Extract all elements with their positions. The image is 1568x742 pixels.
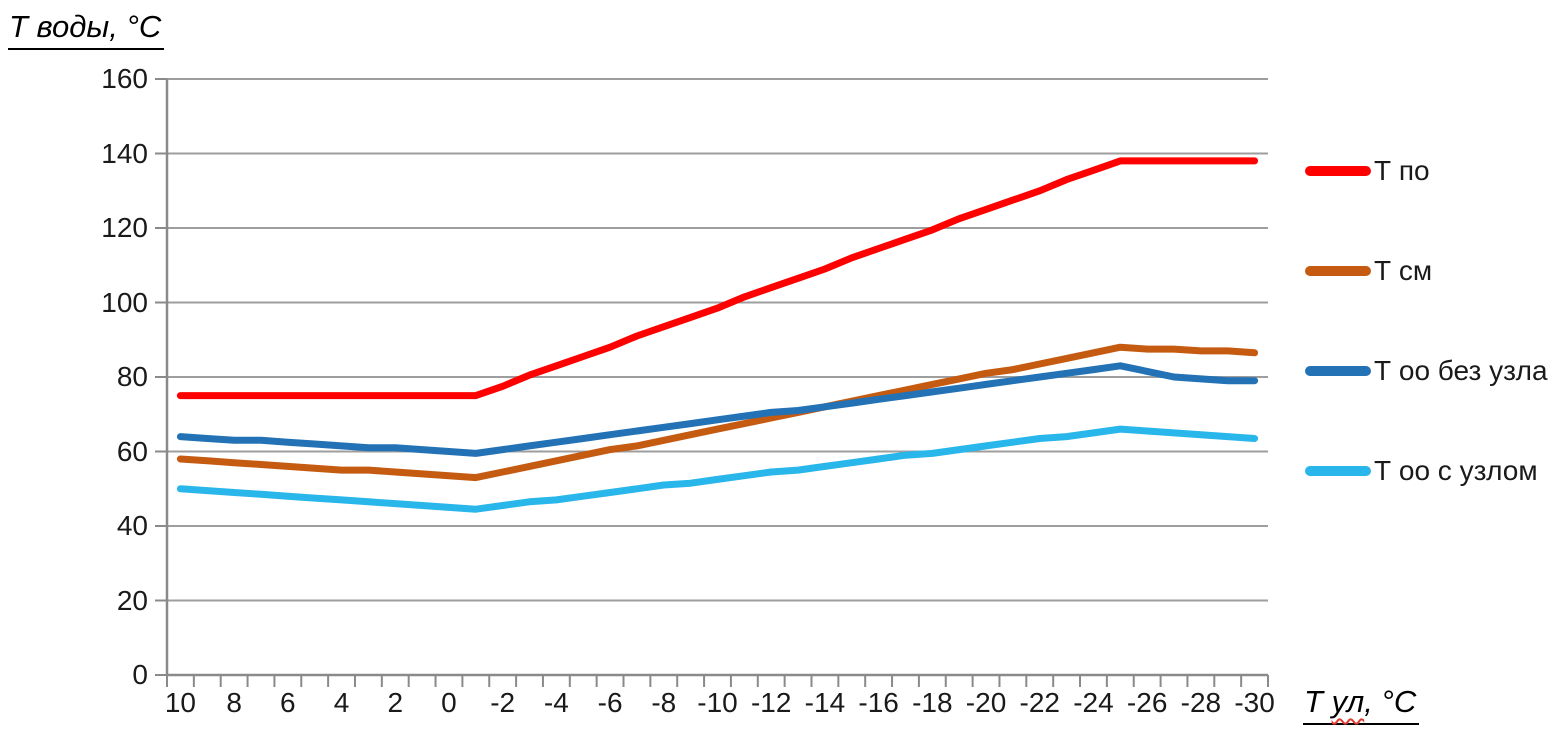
x-tick-label: -14: [804, 687, 846, 718]
legend-item: Т по: [1305, 154, 1548, 188]
y-tick-label: 20: [116, 584, 148, 616]
x-tick-label: 4: [333, 687, 350, 718]
y-tick-label: 160: [101, 63, 148, 94]
y-axis-title-text: Т воды, °С: [9, 9, 162, 44]
legend-swatch: [1305, 466, 1371, 476]
x-tick-label: -22: [1019, 687, 1060, 718]
legend-label: Т см: [1374, 255, 1433, 286]
y-tick-label: 0: [132, 659, 148, 690]
y-tick-label: 100: [101, 286, 148, 318]
x-tick-label: -30: [1234, 687, 1275, 718]
y-tick-label: 80: [116, 361, 148, 392]
x-tick-label: -4: [543, 687, 569, 718]
x-tick-label: -8: [651, 687, 677, 718]
series-line-3: [176, 425, 1259, 513]
legend: Т по Т см Т оо без узла Т оо с узлом: [1305, 154, 1548, 554]
legend-item: Т оо без узла: [1305, 354, 1548, 388]
y-tick-label: 140: [101, 137, 148, 169]
x-tick-label: -2: [490, 687, 516, 718]
series-line-1: [176, 343, 1259, 482]
x-tick-label: -6: [597, 687, 623, 718]
y-axis-title: Т воды, °С: [8, 9, 165, 50]
x-tick-label: -20: [965, 687, 1007, 718]
legend-item: Т оо с узлом: [1305, 454, 1548, 488]
x-axis-title-text-post: , °С: [1364, 684, 1417, 719]
x-axis-title-text-pre: Т: [1304, 684, 1332, 719]
x-tick-label: 8: [226, 687, 242, 718]
series-line-0: [176, 157, 1259, 400]
y-tick-label: 40: [116, 510, 148, 541]
x-tick-label: -12: [750, 687, 792, 718]
x-tick-label: -24: [1073, 687, 1114, 718]
x-axis-title-misspelled-word: ул: [1331, 684, 1365, 719]
legend-swatch: [1305, 166, 1371, 176]
y-tick-label: 60: [116, 435, 148, 467]
x-tick-label: 0: [441, 687, 457, 718]
x-tick-label: -18: [912, 687, 953, 718]
legend-swatch: [1305, 266, 1371, 276]
y-tick-label: 120: [101, 212, 148, 243]
x-axis-title: Т ул, °С: [1303, 684, 1420, 725]
series-line-2: [176, 362, 1259, 457]
legend-item: Т см: [1305, 254, 1548, 288]
legend-label: Т оо без узла: [1374, 355, 1548, 386]
x-tick-label: -16: [858, 687, 899, 718]
x-tick-label: 6: [280, 687, 296, 718]
x-tick-label: -26: [1126, 687, 1168, 718]
x-tick-label: -28: [1180, 687, 1222, 718]
legend-label: Т оо с узлом: [1374, 455, 1538, 486]
legend-label: Т по: [1374, 155, 1430, 186]
x-tick-label: -10: [697, 687, 738, 718]
x-tick-label: 2: [387, 687, 404, 718]
legend-swatch: [1305, 366, 1371, 376]
x-tick-label: 10: [164, 687, 196, 718]
